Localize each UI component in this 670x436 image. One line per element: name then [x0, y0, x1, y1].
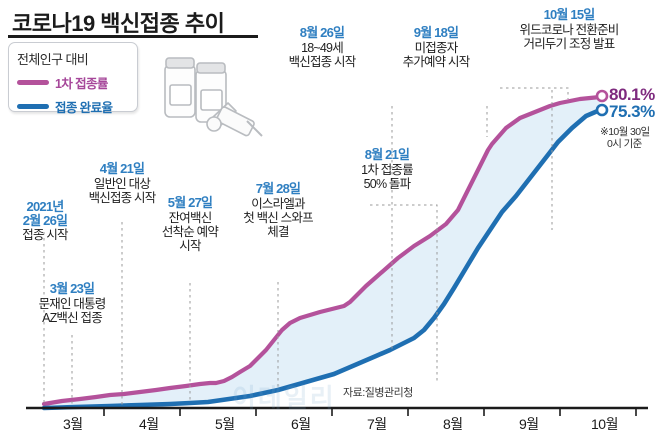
annotation-2021-10-15: 10월 15일 위드코로나 전환준비 거리두기 조정 발표: [480, 7, 658, 52]
annotation-desc-line2: 추가예약 시작: [402, 55, 471, 70]
annotation-2021-07-28: 7월 28일 이스라엘과 첫 백신 스와프 체결: [226, 181, 330, 240]
annotation-2021-02-26: 2021년 2월 26일 접종 시작: [0, 199, 90, 243]
legend-swatch-first-dose: [17, 80, 49, 85]
note-line2: 0시 기준: [607, 138, 642, 151]
x-axis-label-10: 10월: [591, 416, 618, 432]
annotation-desc-line1: 미접종자: [414, 40, 459, 55]
endpoint-marker-first-dose: [595, 89, 609, 103]
annotation-desc-line1: 일반인 대상: [93, 176, 151, 191]
annotation-date: 9월 18일: [413, 25, 459, 40]
annotation-desc-line2: 거리두기 조정 발표: [523, 37, 616, 52]
x-axis-label-6: 6월: [291, 416, 311, 432]
annotation-leader-lines: [43, 87, 569, 406]
annotation-desc-line1: 위드코로나 전환준비: [519, 22, 620, 37]
legend-label-fully-vaccinated: 접종 완료율: [55, 101, 113, 115]
data-asof-note: ※10월 30일 0시 기준: [600, 126, 650, 151]
annotation-date-line2: 2월 26일: [22, 213, 68, 229]
annotation-date: 8월 21일: [364, 147, 410, 162]
page-title: 코로나19 백신접종 추이: [12, 11, 225, 36]
annotation-date-line1: 2021년: [26, 199, 65, 214]
annotation-desc-line3: 체결: [267, 225, 289, 240]
legend-label-first-dose: 1차 접종률: [55, 77, 108, 91]
annotation-desc-line1: 문재인 대통령: [38, 296, 107, 311]
annotation-desc-line2: 백신접종 시작: [88, 191, 157, 206]
area-between-curves: [44, 97, 600, 405]
annotation-2021-03-23: 3월 23일 문재인 대통령 AZ백신 접종: [24, 281, 120, 326]
legend-item-fully-vaccinated: 접종 완료율: [17, 97, 129, 116]
annotation-desc: 접종 시작: [22, 228, 68, 243]
annotation-desc-line2: 50% 돌파: [363, 177, 412, 192]
annotation-date: 8월 26일: [299, 25, 345, 40]
annotation-date: 5월 27일: [167, 195, 213, 210]
annotation-2021-04-21: 4월 21일 일반인 대상 백신접종 시작: [62, 161, 182, 206]
legend: 전체인구 대비 1차 접종률 접종 완료율: [8, 42, 138, 115]
title-underline: [8, 35, 258, 38]
x-axis-label-3: 3월: [63, 416, 83, 432]
note-line1: ※10월 30일: [600, 126, 650, 138]
x-axis-label-4: 4월: [139, 416, 159, 432]
annotation-2021-09-18: 9월 18일 미접종자 추가예약 시작: [376, 25, 496, 70]
annotation-desc-line1: 잔여백신: [168, 210, 213, 225]
vaccine-vials-and-syringe-illustration: [164, 57, 263, 137]
annotation-2021-08-21: 8월 21일 1차 접종률 50% 돌파: [340, 147, 434, 192]
annotation-date: 7월 28일: [255, 181, 301, 196]
annotation-2021-05-27: 5월 27일 잔여백신 선착순 예약 시작: [146, 195, 234, 254]
annotation-desc-line2: 첫 백신 스와프: [243, 211, 313, 226]
end-value-fully-vaccinated: 75.3%: [609, 102, 655, 121]
annotation-date: 10월 15일: [543, 7, 596, 22]
annotation-desc-line2: AZ백신 접종: [42, 311, 103, 326]
annotation-date: 4월 21일: [99, 161, 145, 176]
x-axis-label-5: 5월: [215, 416, 235, 432]
annotation-desc-line2: 백신접종 시작: [288, 55, 357, 70]
legend-swatch-fully-vaccinated: [17, 104, 49, 109]
endpoint-marker-fully-vaccinated: [595, 103, 609, 117]
annotation-date: 3월 23일: [49, 281, 95, 296]
series-line-fully-vaccinated: [41, 107, 603, 411]
publisher-watermark: 이데일리: [232, 383, 336, 413]
series-line-first-dose: [41, 94, 603, 407]
annotation-desc-line1: 이스라엘과: [251, 196, 305, 211]
x-axis-label-8: 8월: [443, 416, 463, 432]
annotation-desc-line1: 1차 접종률: [361, 162, 413, 177]
legend-title: 전체인구 대비: [17, 52, 89, 67]
x-axis-ticks: [103, 408, 637, 416]
annotation-desc-line2: 선착순 예약: [161, 225, 219, 240]
annotation-desc-line3: 시작: [179, 239, 201, 254]
legend-item-first-dose: 1차 접종률: [17, 73, 129, 92]
annotation-2021-08-26: 8월 26일 18~49세 백신접종 시작: [262, 25, 382, 70]
end-value-first-dose: 80.1%: [609, 85, 655, 104]
source-credit: 자료:질병관리청: [343, 387, 413, 399]
x-axis-label-9: 9월: [519, 416, 539, 432]
annotation-desc-line1: 18~49세: [301, 40, 344, 55]
x-axis-label-7: 7월: [367, 416, 387, 432]
